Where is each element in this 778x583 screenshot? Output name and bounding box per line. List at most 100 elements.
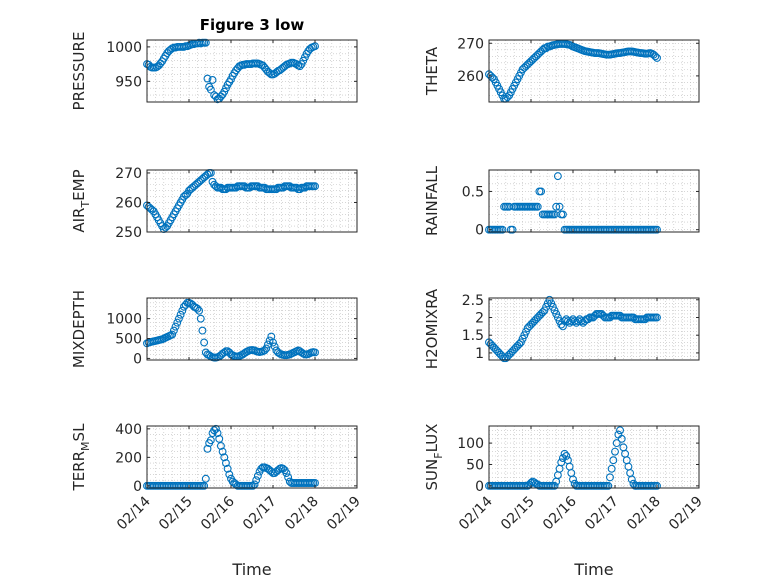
data-point [555,202,564,211]
y-axis-label: H2OMIXRA [423,288,441,369]
data-point [208,76,217,84]
subplot-h2omixra: 1 1.5 22.5 H2OMIXRA [423,288,700,369]
data-point [651,52,660,61]
x-tick-label: 02/18 [282,494,322,534]
data-point [498,225,507,234]
y-axis-label: AIRTEMP [70,169,92,232]
x-tick-label: 02/19 [666,494,706,534]
subplot-mixdepth: 0 500 1000 MIXDEPTH [70,290,358,368]
data-point [604,481,613,490]
x-tick-label: 02/19 [324,494,364,534]
y-axis-label-main: THETA [423,46,441,96]
y-tick-label: 270 [457,36,484,52]
y-tick-label: 2 [475,310,484,326]
data-point [252,476,261,485]
y-tick-label: 950 [115,74,142,90]
subplot-sun: 0 50 100 02/14 02/15 02/16 02/17 02/18 02/19 SUNF… [423,424,706,534]
data-point [215,434,224,443]
data-point [218,447,227,456]
data-point [216,442,225,450]
y-tick-label: 500 [115,332,142,348]
data-point [616,426,624,435]
data-point [558,210,567,219]
y-tick-label: 100 [457,436,484,452]
data-point [222,459,230,468]
plot-area [146,297,358,361]
axes-frame [488,39,700,103]
y-axis-label: SUNFLUX [423,424,445,491]
x-axis-label-right: Time [573,560,613,579]
y-tick-label: 0.5 [462,184,484,200]
data-point [607,464,616,473]
y-tick-label: 260 [457,69,484,85]
data-point [196,314,205,323]
y-tick-label: 270 [115,166,142,182]
data-point [653,53,661,62]
data-point [223,464,232,473]
y-axis-label-suffix: EMP [70,169,88,200]
data-point [171,322,180,331]
plot-area [488,169,700,233]
data-point [553,172,562,181]
data-point [269,338,277,347]
data-point [200,338,209,347]
data-point [260,346,269,355]
x-tick-label: 02/18 [624,494,664,534]
x-tick-label: 02/15 [498,494,538,534]
data-point [569,475,577,484]
x-tick-label: 02/14 [114,493,154,533]
x-tick-label: 02/15 [156,494,196,534]
data-point [562,451,571,460]
data-point [533,202,542,211]
y-axis-label: MIXDEPTH [70,290,88,368]
y-axis-label: RAINFALL [423,165,441,236]
axes-frame [488,425,700,489]
y-tick-label: 50 [466,457,484,473]
y-tick-label: 0 [475,223,484,239]
subplot-theta: 260 270 THETA [423,36,700,103]
x-tick-label: 02/17 [240,494,280,534]
plot-area [488,425,700,489]
data-point [195,306,204,315]
data-point [653,313,661,322]
data-point [203,74,212,83]
data-point [193,304,202,313]
data-point [173,318,182,327]
data-point [606,473,614,482]
data-point [206,436,215,445]
data-point [220,453,229,462]
data-point [248,481,257,490]
subplot-rainfall: 0 0.5 RAINFALL [423,165,700,239]
data-point [213,429,222,438]
y-tick-label: 1000 [106,312,142,328]
y-tick-label: 200 [115,450,142,466]
data-point [627,475,636,484]
data-point [203,444,212,453]
axes-frame [146,169,358,233]
data-point [206,85,215,94]
axes-frame [146,297,358,361]
subplot-terr: 0 200 400 02/14 02/15 02/16 02/17 02/18 02/19 TER… [70,422,364,534]
data-point [178,306,187,315]
data-point [201,38,210,47]
subplot-air: 250 260 270 AIRTEMP [70,166,358,241]
y-axis-label-subscript: T [79,201,92,209]
y-tick-label: 0 [475,479,484,495]
y-tick-label: 1.5 [462,328,484,344]
data-point [617,434,626,443]
y-axis-label: THETA [423,46,441,96]
data-point [198,326,207,335]
x-tick-label: 02/17 [582,494,622,534]
data-point [537,187,546,196]
data-point [611,447,619,456]
data-point [174,314,183,323]
y-axis-label-subscript: F [432,452,445,458]
data-point [211,424,220,433]
y-axis-label-suffix: SL [70,423,88,442]
axes-frame [488,169,700,233]
x-tick-label: 02/14 [456,493,496,533]
data-point [609,456,618,465]
y-tick-label: 0 [133,351,142,367]
data-point [282,469,291,477]
y-axis-label-main: TERR [70,451,88,492]
